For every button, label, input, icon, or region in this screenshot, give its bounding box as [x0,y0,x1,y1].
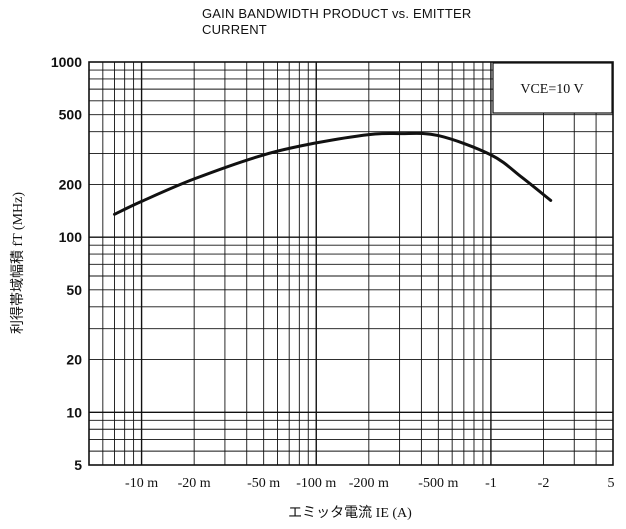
x-tick-label: -10 m [125,476,158,491]
y-tick-label: 10 [66,404,82,420]
x-tick-label: -500 m [418,476,458,491]
chart-title-line-1: GAIN BANDWIDTH PRODUCT vs. EMITTER [202,6,472,21]
y-tick-label: 20 [66,352,82,368]
x-tick-label: -200 m [349,476,389,491]
y-tick-label: 5 [74,457,82,473]
annotation-box [492,62,613,114]
series-line [113,131,553,216]
plot-frame [88,61,614,466]
x-tick-label: -20 m [178,476,211,491]
annotation-vce: VCE=10 V [520,82,583,97]
x-tick-label: -50 m [247,476,280,491]
chart-title: GAIN BANDWIDTH PRODUCT vs. EMITTER CURRE… [202,6,471,38]
x-tick-label: -2 [538,476,550,491]
x-tick-label: -1 [485,476,497,491]
y-tick-label: 100 [59,229,83,245]
y-tick-label: 200 [59,176,83,192]
grid-lines [89,62,613,465]
y-axis-label: 利得帯域幅積 fT (MHz) [9,192,26,334]
y-tick-labels: 5 10 20 50 100 200 500 1000 [51,54,82,473]
y-tick-label: 500 [59,107,83,123]
x-tick-label: -100 m [296,476,336,491]
x-axis-label: エミッタ電流 IE (A) [288,505,412,521]
x-tick-label: 5 [608,476,615,491]
x-tick-labels: -10 m -20 m -50 m -100 m -200 m -500 m -1 -2 5 [125,476,614,491]
y-tick-label: 50 [66,282,82,298]
y-tick-label: 1000 [51,54,82,70]
chart-title-line-2: CURRENT [202,22,267,37]
